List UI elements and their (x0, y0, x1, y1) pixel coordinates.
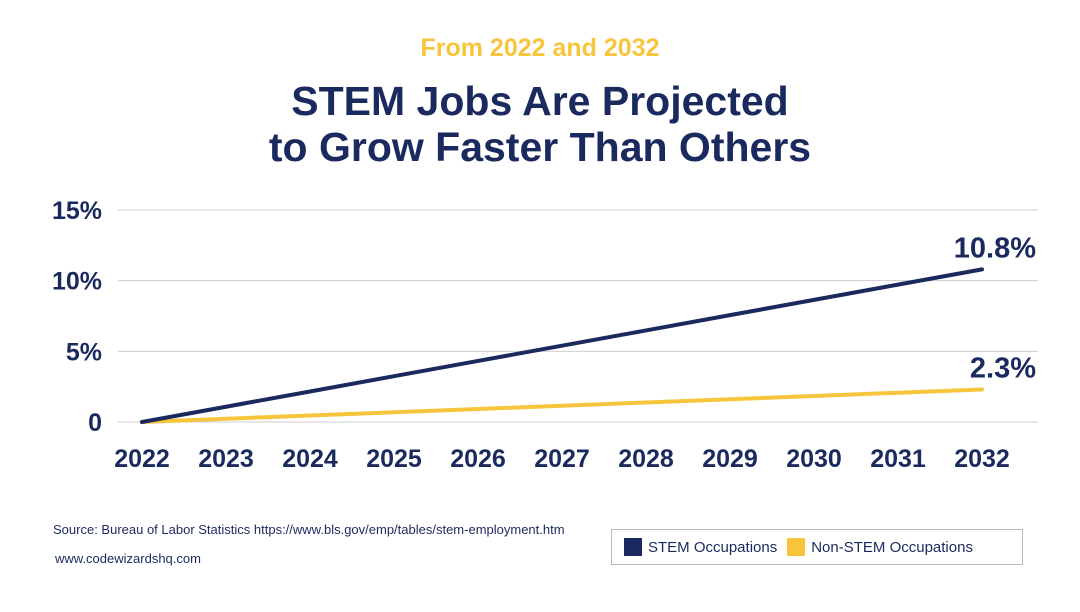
legend-item-non-stem: Non-STEM Occupations (787, 538, 973, 556)
x-tick-label: 2022 (114, 445, 170, 473)
data-label-stem: 10.8% (954, 232, 1036, 264)
website-credit: www.codewizardshq.com (55, 551, 201, 566)
legend-swatch-stem (624, 538, 642, 556)
series-line-stem (140, 267, 984, 424)
legend-label-non-stem: Non-STEM Occupations (811, 538, 973, 556)
legend: STEM Occupations Non-STEM Occupations (611, 529, 1023, 565)
x-tick-label: 2031 (870, 445, 926, 473)
data-label-non-stem: 2.3% (970, 352, 1036, 384)
legend-item-stem: STEM Occupations (624, 538, 777, 556)
chart-subtitle: From 2022 and 2032 (420, 34, 660, 62)
y-tick-label: 0 (88, 409, 102, 437)
x-tick-label: 2032 (954, 445, 1010, 473)
y-tick-label: 15% (52, 197, 102, 225)
x-tick-label: 2030 (786, 445, 842, 473)
series-line-non-stem (140, 387, 984, 424)
x-tick-label: 2023 (198, 445, 254, 473)
y-tick-label: 10% (52, 268, 102, 296)
x-tick-label: 2025 (366, 445, 422, 473)
y-tick-label: 5% (66, 338, 102, 366)
source-note: Source: Bureau of Labor Statistics https… (53, 522, 565, 537)
legend-swatch-non-stem (787, 538, 806, 556)
chart-title: STEM Jobs Are Projected to Grow Faster T… (0, 78, 1080, 170)
x-tick-label: 2028 (618, 445, 674, 473)
x-tick-label: 2024 (282, 445, 338, 473)
x-tick-label: 2026 (450, 445, 506, 473)
legend-label-stem: STEM Occupations (648, 538, 778, 556)
title-line-2: to Grow Faster Than Others (268, 124, 812, 170)
title-line-1: STEM Jobs Are Projected (291, 78, 789, 124)
x-tick-label: 2027 (534, 445, 590, 473)
x-tick-label: 2029 (702, 445, 758, 473)
